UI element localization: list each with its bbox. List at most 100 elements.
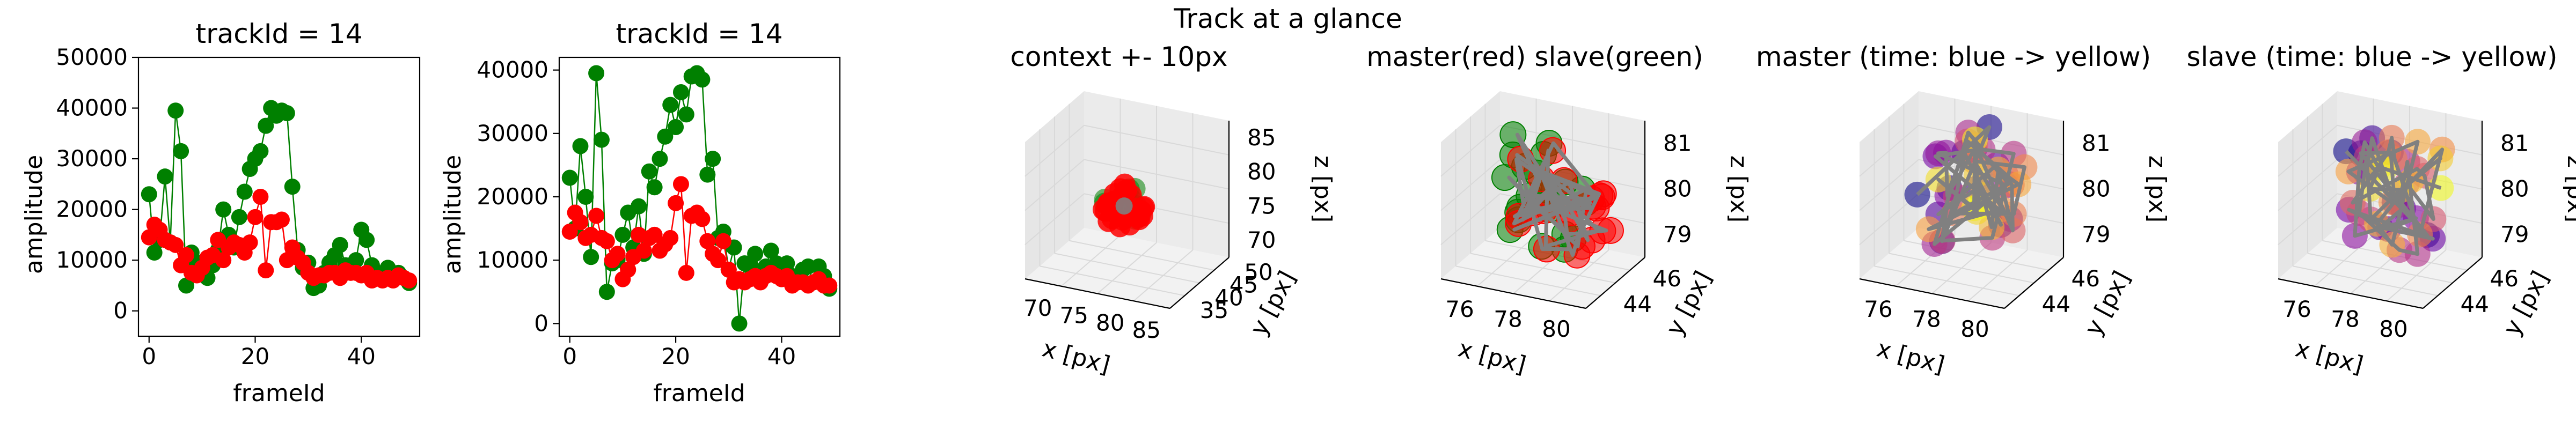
z-tick-label: 80 (1663, 176, 1692, 202)
series-0-point (178, 277, 194, 294)
z-tick-label: 75 (1247, 193, 1276, 219)
z-axis-label: z [px] (1309, 156, 1336, 223)
y-tick-label: 44 (2042, 291, 2070, 317)
series-0-point (652, 151, 668, 167)
master-time-3d-chart: master (time: blue -> yellow) 76 78 80 4446… (1756, 41, 2171, 379)
axis-line (1859, 278, 2005, 309)
series-1-point (699, 233, 716, 249)
series-0-point (646, 179, 663, 196)
series-1-point (252, 189, 269, 205)
ytick-label: 50000 (56, 44, 128, 70)
x-tick-label: 85 (1132, 317, 1161, 343)
xtick-label: 40 (767, 343, 796, 369)
trajectory-line (2345, 136, 2445, 256)
axis-line (1169, 257, 1230, 309)
grid-line (1069, 240, 1214, 271)
z-tick-label: 81 (2082, 130, 2110, 157)
series-0-point (588, 65, 605, 82)
chart-2-ylabel: amplitude (439, 155, 466, 274)
z-axis-label: z [px] (2562, 156, 2576, 223)
series-0-point (141, 186, 157, 203)
series-0-point (668, 119, 684, 135)
series-1-point (401, 272, 418, 289)
axis-line (2004, 257, 2064, 309)
y-tick-label: 44 (2461, 291, 2489, 317)
series-0-point (577, 189, 594, 205)
chart-1-title: trackId = 14 (195, 18, 362, 49)
ytick-label: 0 (534, 310, 548, 336)
x-axis-label: x [px] (1874, 335, 1948, 379)
grid-line (1967, 249, 2028, 302)
series-0-point (631, 198, 647, 214)
series-0-point (694, 71, 711, 88)
chart-1-ylabel: amplitude (20, 155, 48, 274)
series-0-point (641, 163, 657, 180)
ytick-label: 40000 (477, 57, 548, 83)
series-0-point (705, 151, 721, 167)
y-tick-label: 44 (1623, 291, 1652, 317)
z-tick-label: 70 (1247, 227, 1276, 253)
y-tick-label: 40 (1214, 284, 1243, 310)
z-axis-label: z [px] (2143, 156, 2171, 223)
x-tick-label: 78 (1912, 306, 1941, 332)
xtick-label: 20 (241, 343, 269, 369)
chart-1-xlabel: frameId (233, 380, 325, 407)
ytick-label: 40000 (56, 95, 128, 121)
x-tick-label: 75 (1060, 302, 1088, 329)
x-tick-label: 70 (1023, 295, 1052, 321)
x-tick-label: 78 (2331, 306, 2359, 332)
x-tick-label: 78 (1494, 306, 1522, 332)
ytick-label: 10000 (477, 247, 548, 273)
context-point (1097, 194, 1119, 216)
grid-line (1859, 159, 1919, 211)
z-tick-label: 79 (1663, 221, 1692, 248)
series-0-point (598, 284, 615, 300)
z-axis-label: z [px] (1725, 156, 1752, 223)
chart-3-title: context +- 10px (1010, 41, 1227, 72)
grid-line (1024, 159, 1085, 211)
series-1-point (678, 264, 694, 281)
axis-line (1440, 278, 1586, 309)
grid-line (2307, 253, 2453, 284)
grid-line (1470, 253, 1616, 284)
series-1-point (215, 252, 232, 269)
series-1-point (167, 236, 184, 253)
x-axis-label: x [px] (1455, 335, 1529, 379)
series-1-point (247, 209, 264, 225)
chart-5-title: master (time: blue -> yellow) (1756, 41, 2151, 72)
axis-line (2278, 278, 2424, 309)
series-0-point (779, 255, 795, 272)
series-0-point (747, 246, 764, 262)
grid-line (1440, 124, 1501, 177)
context-point (1109, 178, 1131, 200)
grid-line (2386, 249, 2447, 302)
plot-frame (137, 56, 421, 337)
series-0-point (593, 131, 610, 148)
series-0-point (763, 242, 779, 259)
ytick-label: 20000 (477, 183, 548, 210)
context-center (1115, 197, 1133, 215)
series-0-point (572, 138, 589, 154)
series-1-point (178, 247, 194, 263)
z-tick-label: 79 (2082, 221, 2110, 248)
ytick-label: 10000 (56, 247, 128, 273)
chart-4-title: master(red) slave(green) (1366, 41, 1703, 72)
series-1-point (672, 176, 689, 193)
grid-line (1549, 249, 1609, 302)
series-0-point (678, 106, 694, 123)
y-tick-label: 46 (2490, 265, 2519, 292)
series-0-point (332, 236, 348, 253)
series-1-point (588, 208, 605, 224)
grid-line (1084, 159, 1230, 190)
y-tick-label: 46 (2072, 265, 2100, 292)
xtick-label: 40 (347, 343, 376, 369)
z-tick-label: 80 (1247, 159, 1276, 185)
series-0-point (146, 245, 163, 261)
ytick-label: 30000 (477, 120, 548, 146)
y-tick-label: 46 (1653, 265, 1681, 292)
x-tick-label: 80 (2379, 316, 2407, 342)
series-1-point (662, 230, 679, 246)
series-0-point (561, 169, 578, 186)
